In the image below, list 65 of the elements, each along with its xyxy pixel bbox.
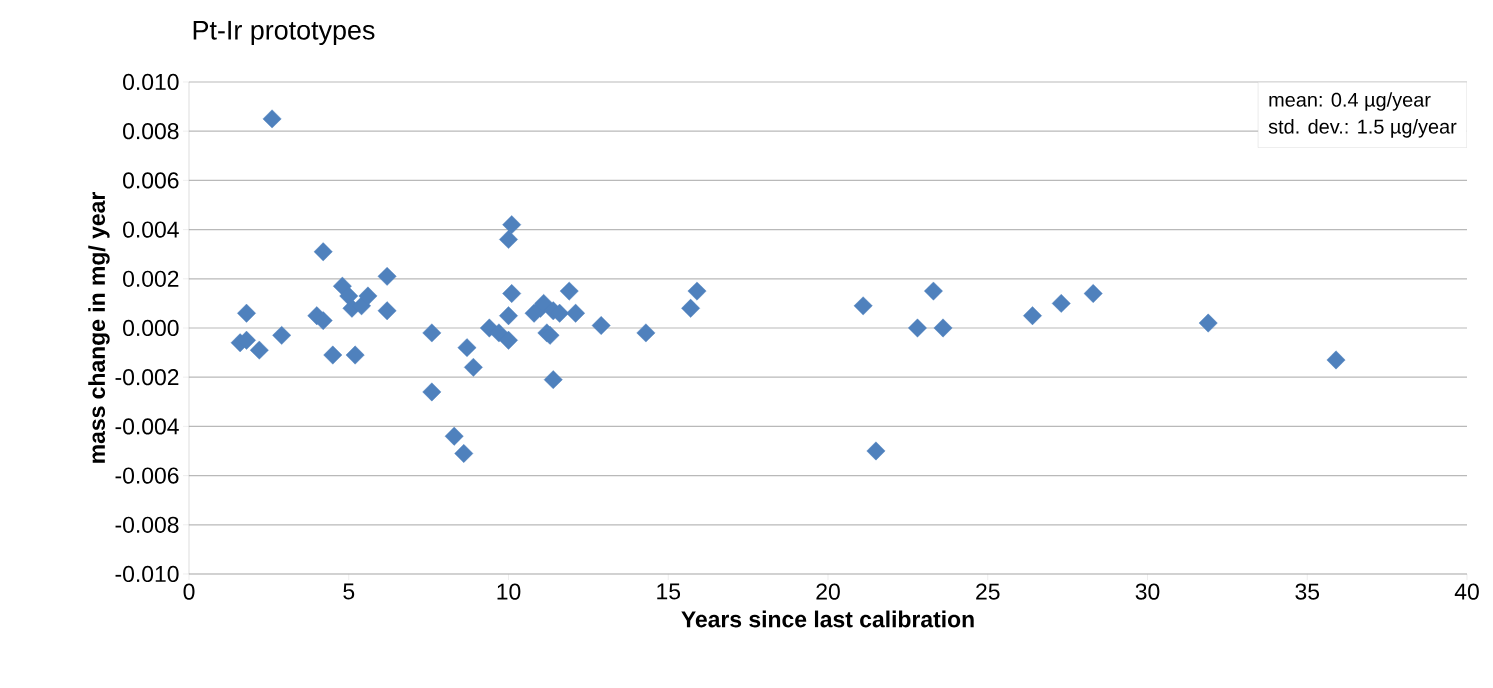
x-tick-label: 15 bbox=[657, 583, 681, 600]
x-tick-label: 20 bbox=[816, 583, 840, 600]
point bbox=[1083, 284, 1103, 303]
y-tick-label: 0.010 bbox=[123, 73, 179, 91]
point bbox=[853, 296, 873, 316]
y-axis-title: mass change in mg/ year bbox=[88, 192, 110, 463]
y-tick-label: -0.002 bbox=[115, 369, 179, 386]
y-tick-label: -0.008 bbox=[115, 516, 179, 533]
point bbox=[687, 281, 707, 301]
x-tick-label: 35 bbox=[1295, 583, 1320, 600]
point bbox=[313, 242, 333, 262]
x-tick-label: 10 bbox=[497, 583, 521, 600]
y-tick-label: 0.006 bbox=[123, 172, 179, 189]
point bbox=[422, 382, 442, 402]
point bbox=[1023, 306, 1042, 326]
point bbox=[908, 318, 927, 338]
point bbox=[463, 357, 483, 377]
point bbox=[237, 303, 256, 323]
point bbox=[499, 330, 518, 350]
point bbox=[543, 370, 563, 390]
point bbox=[422, 323, 442, 343]
point bbox=[377, 266, 397, 286]
point bbox=[339, 286, 359, 306]
point bbox=[933, 318, 953, 338]
y-tick-label: 0.000 bbox=[123, 319, 179, 337]
point bbox=[457, 338, 477, 358]
point bbox=[345, 345, 365, 365]
y-tick-label: 0.004 bbox=[123, 221, 179, 238]
point bbox=[1198, 313, 1218, 333]
point bbox=[358, 286, 378, 306]
x-tick-label: 40 bbox=[1454, 583, 1479, 600]
x-axis-title: Years since last calibration bbox=[681, 610, 974, 628]
point bbox=[924, 281, 943, 301]
point bbox=[249, 340, 269, 360]
point bbox=[1326, 350, 1346, 370]
point bbox=[489, 323, 509, 343]
y-tick-label: -0.004 bbox=[115, 418, 179, 435]
point bbox=[323, 345, 343, 365]
y-tick-label: -0.010 bbox=[115, 565, 179, 583]
x-tick-label: 5 bbox=[343, 583, 355, 600]
point bbox=[681, 298, 701, 318]
y-tick-label: -0.006 bbox=[115, 467, 179, 484]
point bbox=[377, 301, 397, 321]
point bbox=[272, 325, 292, 345]
point bbox=[499, 230, 518, 249]
y-tick-label: 0.008 bbox=[123, 123, 179, 140]
annotation: std. dev.: 1.5 µg/year bbox=[1268, 119, 1457, 138]
y-tick-label: 0.002 bbox=[123, 270, 179, 287]
point bbox=[559, 281, 579, 301]
point bbox=[591, 316, 611, 335]
point bbox=[636, 323, 656, 343]
point bbox=[502, 215, 522, 235]
point bbox=[1051, 293, 1071, 313]
point bbox=[262, 109, 282, 129]
point bbox=[502, 284, 522, 303]
x-tick-label: 25 bbox=[976, 583, 1000, 600]
point bbox=[499, 306, 518, 326]
point bbox=[454, 444, 474, 463]
x-tick-label: 0 bbox=[183, 583, 195, 600]
point bbox=[566, 303, 585, 323]
point bbox=[444, 426, 464, 446]
x-tick-label: 30 bbox=[1135, 583, 1160, 600]
point bbox=[866, 441, 886, 461]
chart-title: Pt-Ir prototypes bbox=[193, 20, 375, 46]
annotation: mean: 0.4 µg/year bbox=[1269, 92, 1431, 111]
